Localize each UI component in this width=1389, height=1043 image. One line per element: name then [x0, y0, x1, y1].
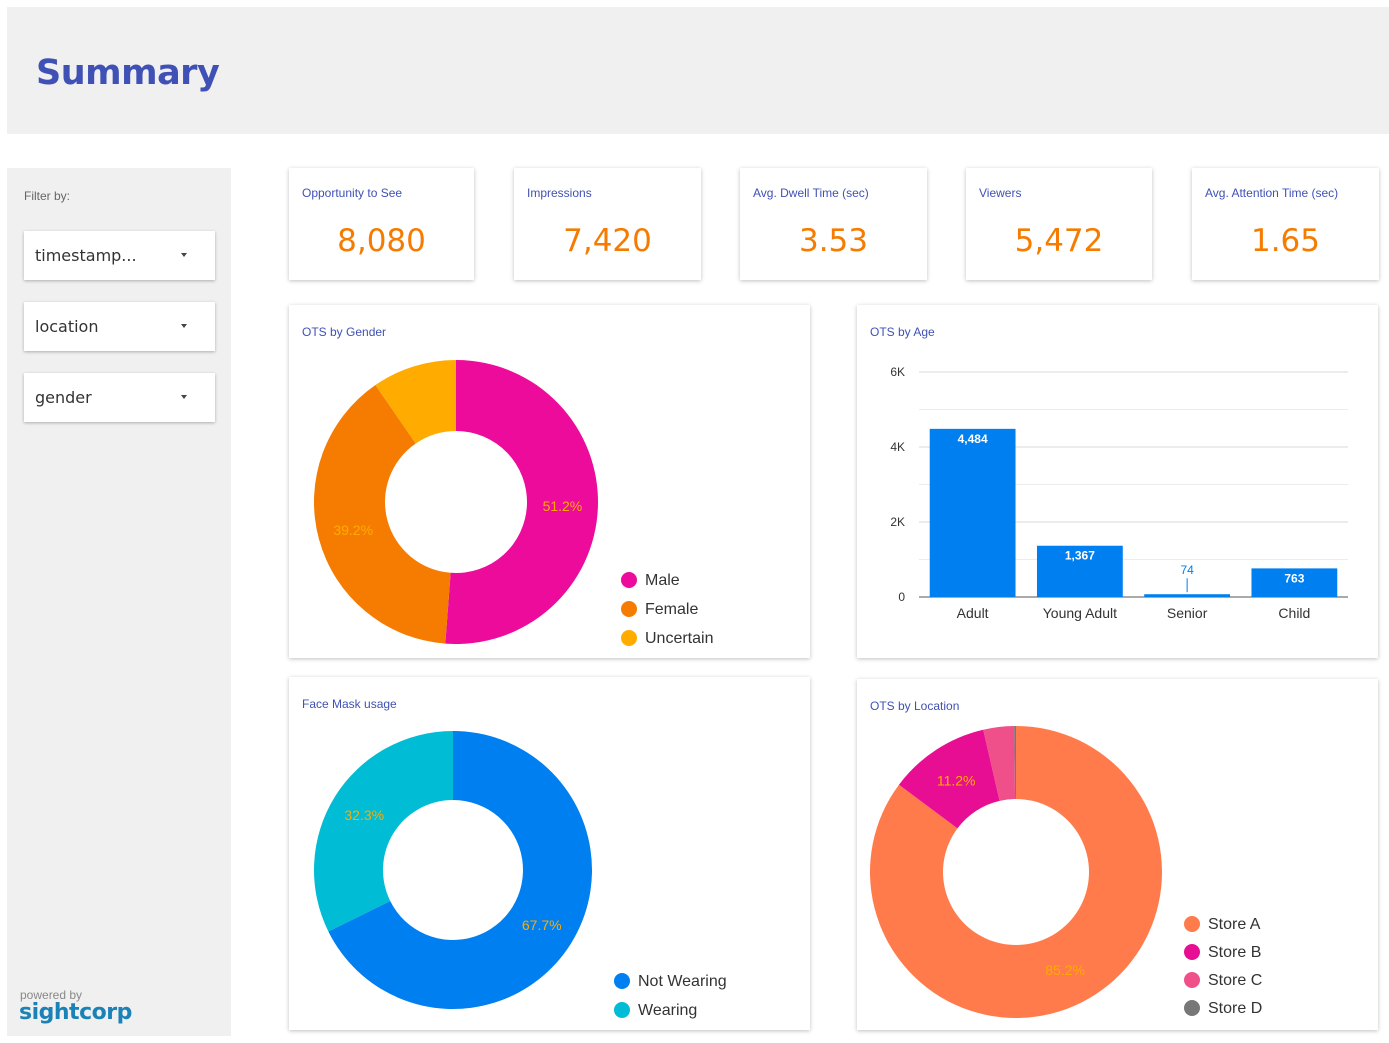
bar-child[interactable]	[1251, 568, 1338, 597]
filter-value: gender	[35, 388, 92, 407]
legend-swatch	[1184, 972, 1200, 988]
legend-label-female: Female	[645, 601, 698, 618]
kpi-card-opportunity-to-see: Opportunity to See 8,080	[289, 168, 474, 280]
legend-swatch	[1184, 916, 1200, 932]
slice-uncertain[interactable]	[375, 360, 456, 444]
x-tick-label: Child	[1278, 605, 1310, 621]
bar-young-adult[interactable]	[1036, 545, 1123, 597]
location-filter-dropdown[interactable]: location	[24, 302, 215, 351]
chart-title: OTS by Gender	[302, 325, 387, 339]
ots-by-age-chart: 0 2K 4K 6K 4,484 Adult 1,367 Young Adult 74 Senio…	[890, 365, 1348, 621]
kpi-value: 1.65	[1250, 223, 1321, 259]
ots-by-gender-chart: 51.2% 39.2% Male Female Uncertain	[313, 360, 713, 647]
legend-swatch	[621, 572, 637, 588]
gender-filter-dropdown[interactable]: gender	[24, 373, 215, 422]
slice-female[interactable]	[313, 385, 451, 644]
legend-swatch	[1184, 1000, 1200, 1016]
filter-label: Filter by:	[24, 189, 71, 203]
chart-title: Face Mask usage	[302, 697, 397, 711]
slice-value-label: 51.2%	[543, 498, 583, 514]
legend-label-store-d: Store D	[1208, 1000, 1262, 1017]
ots-by-gender-card: OTS by Gender 51.2% 39.2% Male Female Uncert…	[289, 305, 810, 658]
caret-down-icon	[181, 253, 187, 257]
kpi-card-viewers: Viewers 5,472	[966, 168, 1152, 280]
legend-label-store-c: Store C	[1208, 972, 1262, 989]
page-title: Summary	[36, 53, 220, 93]
kpi-label: Impressions	[527, 186, 592, 200]
timestamp-filter-dropdown[interactable]: timestamp...	[24, 231, 215, 280]
filter-value: location	[35, 317, 99, 336]
slice-value-label: 85.2%	[1045, 962, 1085, 978]
kpi-label: Avg. Attention Time (sec)	[1205, 186, 1339, 200]
slice-store-a[interactable]	[870, 726, 1162, 1018]
legend-swatch	[621, 601, 637, 617]
ots-by-location-card: OTS by Location 85.2% 11.2% Store A Store B…	[857, 679, 1378, 1030]
legend-swatch	[614, 1002, 630, 1018]
bar-value-label: 763	[1284, 571, 1304, 585]
filter-value: timestamp...	[35, 246, 137, 265]
slice-value-label: 39.2%	[333, 522, 373, 538]
bar-senior[interactable]	[1144, 594, 1231, 597]
bar-adult[interactable]	[929, 428, 1016, 597]
x-tick-label: Senior	[1167, 605, 1208, 621]
legend-label-store-b: Store B	[1208, 944, 1261, 961]
caret-down-icon	[181, 324, 187, 328]
sightcorp-logo: sightcorp	[19, 1000, 132, 1025]
caret-down-icon	[181, 395, 187, 399]
legend-swatch	[1184, 944, 1200, 960]
slice-not-wearing[interactable]	[328, 731, 593, 1009]
legend-label-not-wearing: Not Wearing	[638, 973, 727, 990]
kpi-label: Opportunity to See	[302, 186, 403, 200]
kpi-value: 8,080	[337, 223, 426, 259]
bar-value-label: 74	[1180, 563, 1194, 577]
legend-label-wearing: Wearing	[638, 1002, 697, 1019]
chart-title: OTS by Location	[870, 699, 960, 713]
legend-label-male: Male	[645, 572, 680, 589]
kpi-value: 5,472	[1014, 223, 1104, 259]
face-mask-usage-chart: 67.7% 32.3% Not Wearing Wearing	[314, 731, 727, 1019]
powered-by-text: powered by	[20, 988, 83, 1002]
slice-wearing[interactable]	[314, 731, 453, 932]
kpi-value: 7,420	[563, 223, 652, 259]
x-tick-label: Young Adult	[1043, 605, 1117, 621]
kpi-card-impressions: Impressions 7,420	[514, 168, 701, 280]
slice-store-d[interactable]	[1014, 726, 1016, 800]
slice-store-b[interactable]	[898, 729, 1000, 829]
legend-label-uncertain: Uncertain	[645, 630, 713, 647]
kpi-label: Viewers	[979, 186, 1022, 200]
filter-sidebar: Filter by: timestamp... location gender …	[7, 168, 231, 1036]
y-tick-label: 0	[898, 590, 905, 604]
kpi-card-avg-dwell-time: Avg. Dwell Time (sec) 3.53	[740, 168, 927, 280]
slice-male[interactable]	[445, 360, 598, 644]
header-bar: Summary	[7, 7, 1389, 134]
slice-value-label: 11.2%	[937, 772, 976, 788]
legend-swatch	[621, 630, 637, 646]
legend-label-store-a: Store A	[1208, 916, 1261, 933]
slice-value-label: 67.7%	[522, 917, 562, 933]
bar-value-label: 4,484	[958, 432, 988, 446]
kpi-value: 3.53	[798, 223, 869, 259]
slice-value-label: 32.3%	[344, 807, 384, 823]
y-tick-label: 6K	[890, 365, 905, 379]
slice-store-c[interactable]	[983, 726, 1016, 801]
kpi-label: Avg. Dwell Time (sec)	[753, 186, 869, 200]
chart-title: OTS by Age	[870, 325, 935, 339]
ots-by-location-chart: 85.2% 11.2% Store A Store B Store C Store D	[870, 726, 1262, 1018]
face-mask-usage-card: Face Mask usage 67.7% 32.3% Not Wearing Wea…	[289, 677, 810, 1030]
bar-value-label: 1,367	[1065, 549, 1095, 563]
x-tick-label: Adult	[957, 605, 989, 621]
y-tick-label: 2K	[890, 515, 905, 529]
legend-swatch	[614, 973, 630, 989]
y-tick-label: 4K	[890, 440, 905, 454]
kpi-card-avg-attention-time: Avg. Attention Time (sec) 1.65	[1192, 168, 1379, 280]
ots-by-age-card: OTS by Age 0 2K 4K 6K 4,484 Adult 1,367 Young A…	[857, 305, 1378, 658]
